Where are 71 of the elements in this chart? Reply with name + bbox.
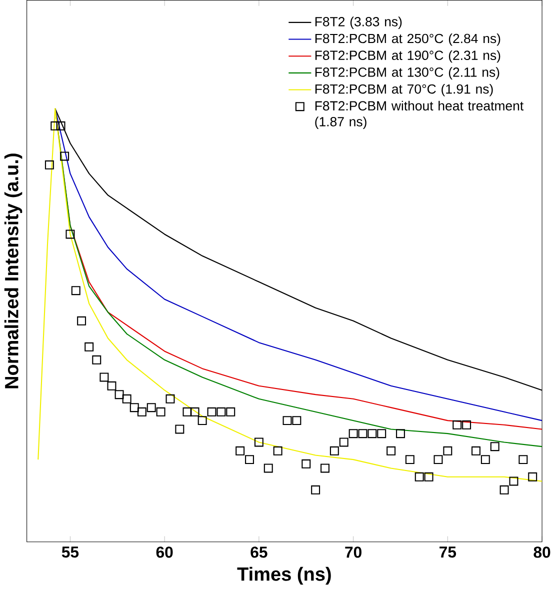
point [310, 485, 320, 494]
point [386, 446, 396, 456]
point [76, 316, 86, 326]
point [368, 429, 377, 438]
point [509, 476, 518, 486]
legend-label: F8T2:PCBM at 190°C (2.31 ns) [315, 50, 500, 63]
point [166, 394, 175, 404]
point [462, 420, 471, 430]
point [376, 429, 386, 438]
point [348, 429, 358, 438]
point [146, 403, 156, 412]
point [414, 472, 424, 482]
y-axis-title: Normalized Intensity (a.u.) [4, 154, 22, 388]
point [50, 121, 60, 130]
point [480, 455, 490, 464]
point [471, 446, 480, 456]
x-tick-label: 65 [250, 546, 268, 558]
point [66, 230, 75, 239]
point [330, 446, 339, 456]
point [490, 442, 500, 452]
point [292, 416, 302, 426]
point [518, 455, 528, 464]
point [424, 472, 434, 482]
x-axis-title: Times (ns) [237, 566, 331, 585]
point [71, 286, 80, 296]
point [396, 429, 405, 438]
legend-label: F8T2:PCBM at 250°C (2.84 ns) [315, 33, 500, 46]
point [107, 381, 116, 390]
point [216, 407, 226, 416]
x-tick-label: 75 [439, 546, 456, 558]
legend-label: F8T2:PCBM without heat treatment (1.87 ns) [315, 100, 524, 129]
point [190, 407, 200, 416]
point [226, 407, 235, 416]
point [137, 407, 146, 416]
point [339, 438, 348, 447]
point [235, 446, 244, 456]
point [282, 416, 292, 426]
point [434, 455, 443, 464]
legend-label: F8T2:PCBM at 70°C (1.91 ns) [315, 84, 493, 96]
x-tick-label: 55 [62, 546, 78, 558]
point [175, 424, 184, 434]
point [198, 416, 207, 426]
point [264, 464, 273, 473]
point [156, 407, 166, 416]
point [302, 459, 310, 468]
point [130, 403, 139, 412]
point [122, 394, 132, 404]
point [114, 390, 124, 400]
x-tick-label: 80 [534, 546, 550, 558]
point [44, 160, 54, 170]
point [528, 472, 537, 482]
point [405, 455, 414, 464]
point [92, 355, 101, 364]
point [60, 152, 69, 161]
point [207, 407, 216, 416]
x-tick-label: 70 [345, 546, 362, 558]
point [358, 429, 368, 438]
point [443, 446, 452, 456]
point [182, 407, 192, 416]
point [56, 121, 66, 130]
point [254, 438, 264, 447]
legend-label: F8T2:PCBM at 130°C (2.11 ns) [315, 67, 500, 80]
point [452, 420, 462, 430]
point [244, 455, 254, 464]
point [320, 464, 330, 473]
point [500, 485, 509, 494]
point [84, 342, 94, 352]
x-tick-label: 60 [156, 546, 173, 558]
legend-label: F8T2 (3.83 ns) [315, 16, 402, 29]
point [100, 372, 109, 382]
point [273, 446, 282, 456]
